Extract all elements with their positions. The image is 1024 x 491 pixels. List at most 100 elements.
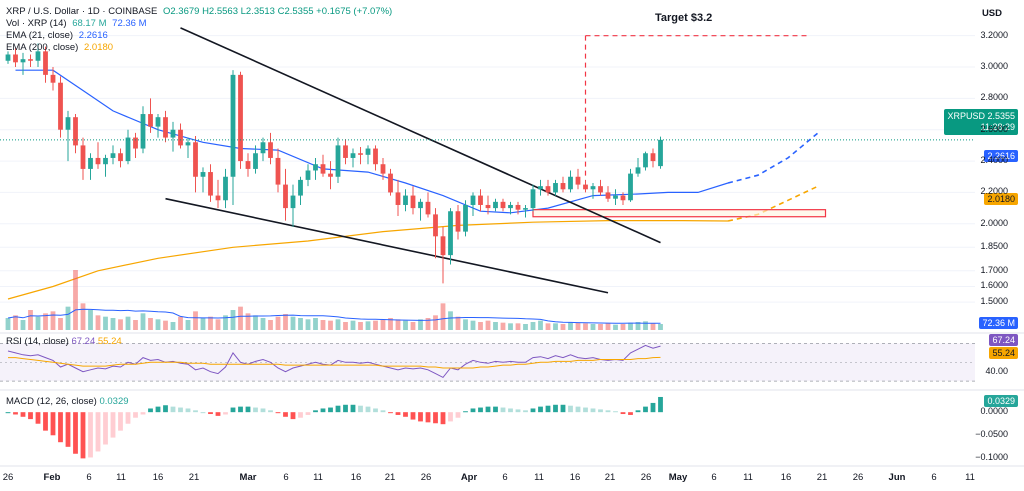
candle-body xyxy=(200,172,206,177)
volume-bar xyxy=(43,313,48,330)
macd-histogram-bar xyxy=(148,408,153,413)
macd-histogram-bar xyxy=(470,408,476,413)
candle-body xyxy=(155,117,161,127)
candle-body xyxy=(425,201,431,215)
ema21-label: EMA (21, close) xyxy=(6,30,74,41)
volume-bar xyxy=(560,324,566,330)
candle-body xyxy=(658,139,663,167)
candle-body xyxy=(418,201,423,209)
candle-body xyxy=(110,153,116,158)
candle-body xyxy=(103,157,108,165)
candle-body xyxy=(88,157,93,169)
candle-body xyxy=(560,183,566,190)
candle-body xyxy=(208,172,213,196)
ema200-projection xyxy=(727,185,819,222)
candle-body xyxy=(583,184,588,190)
candle-body xyxy=(620,195,626,201)
volume-bar xyxy=(193,311,198,330)
macd-histogram-bar xyxy=(208,412,213,415)
candle-body xyxy=(440,236,446,256)
volume-bar xyxy=(328,320,333,330)
volume-bar xyxy=(13,315,18,330)
macd-histogram-bar xyxy=(178,407,183,413)
currency-label: USD xyxy=(981,8,1002,19)
volume-bar xyxy=(500,322,506,330)
date-tick-label: 11 xyxy=(743,472,753,483)
macd-histogram-bar xyxy=(650,402,656,413)
volume-bar xyxy=(185,320,191,330)
price-tick-label: 2.6000 xyxy=(980,123,1008,134)
volume-bar xyxy=(425,318,431,330)
support-zone xyxy=(532,209,827,218)
volume-bar xyxy=(178,316,183,330)
pane-tick-label: 0.0000 xyxy=(980,406,1008,417)
macd-histogram-bar xyxy=(643,406,648,413)
price-tag: XRPUSD 2.5355 11:28:29 xyxy=(944,109,1018,135)
volume-bar xyxy=(305,319,311,330)
candle-body xyxy=(545,186,551,193)
volume-bar xyxy=(313,318,318,330)
candle-body xyxy=(193,142,198,177)
macd-histogram-bar xyxy=(620,412,626,415)
macd-histogram-bar xyxy=(260,408,266,413)
date-tick-label: 21 xyxy=(384,472,396,483)
rsi-ma-line xyxy=(8,356,661,369)
trendline xyxy=(165,197,609,294)
candle-body xyxy=(380,164,386,174)
candle-body xyxy=(58,82,63,130)
macd-histogram-bar xyxy=(110,412,116,438)
candle-body xyxy=(253,153,258,169)
candle-body xyxy=(448,211,453,256)
candle-body xyxy=(575,176,581,185)
macd-histogram-bar xyxy=(50,412,56,436)
macd-histogram-bar xyxy=(515,409,521,413)
volume-bar xyxy=(380,320,386,330)
macd-histogram-bar xyxy=(440,412,446,425)
volume-bar xyxy=(155,319,161,330)
date-tick-label: 26 xyxy=(640,472,652,483)
volume-bar xyxy=(395,319,401,330)
ema200-label: EMA (200, close) xyxy=(6,42,79,53)
rsi-value: 67.24 xyxy=(71,336,96,347)
volume-bar xyxy=(170,322,176,330)
price-tag-symbol: XRPUSD xyxy=(947,111,985,121)
volume-bar xyxy=(628,322,633,330)
candle-body xyxy=(598,186,603,193)
ema21-tag: 2.2616 xyxy=(984,150,1018,162)
volume-bar xyxy=(515,323,521,330)
macd-histogram-bar xyxy=(13,412,18,415)
macd-histogram-bar xyxy=(268,410,273,413)
date-tick-label: 21 xyxy=(816,472,828,483)
volume-bar xyxy=(553,323,558,330)
volume-bar xyxy=(5,318,11,330)
chart-legend-title: XRP / U.S. Dollar · 1D · COINBASE O2.367… xyxy=(6,6,392,18)
date-tick-label: 6 xyxy=(502,472,508,483)
volume-legend: Vol · XRP (14) 68.17 M 72.36 M xyxy=(6,18,146,30)
candle-body xyxy=(170,129,176,138)
volume-bar xyxy=(28,310,33,330)
volume-bar xyxy=(470,320,476,330)
date-tick-label: 21 xyxy=(604,472,616,483)
price-tick-label: 3.2000 xyxy=(980,29,1008,40)
macd-histogram-bar xyxy=(58,412,63,443)
ohlc-values: O2.3679 H2.5563 L2.3513 C2.5355 +0.1675 … xyxy=(162,6,393,17)
macd-histogram-bar xyxy=(508,408,513,413)
macd-histogram-bar xyxy=(485,406,491,413)
price-tick-label: 2.8000 xyxy=(980,92,1008,103)
volume-bar xyxy=(35,316,41,330)
macd-histogram-bar xyxy=(290,412,296,420)
candle-body xyxy=(410,195,416,209)
macd-histogram-bar xyxy=(358,405,363,413)
macd-histogram-bar xyxy=(590,408,596,413)
candle-body xyxy=(373,148,378,165)
date-tick-label: 6 xyxy=(283,472,289,483)
date-tick-label: Apr xyxy=(460,472,478,483)
macd-histogram-bar xyxy=(365,406,371,413)
volume-bar xyxy=(410,322,416,330)
date-tick-label: 16 xyxy=(350,472,362,483)
candle-body xyxy=(403,195,408,205)
price-tick-label: 2.0000 xyxy=(980,217,1008,228)
macd-histogram-bar xyxy=(545,405,551,413)
volume-bar xyxy=(373,320,378,330)
